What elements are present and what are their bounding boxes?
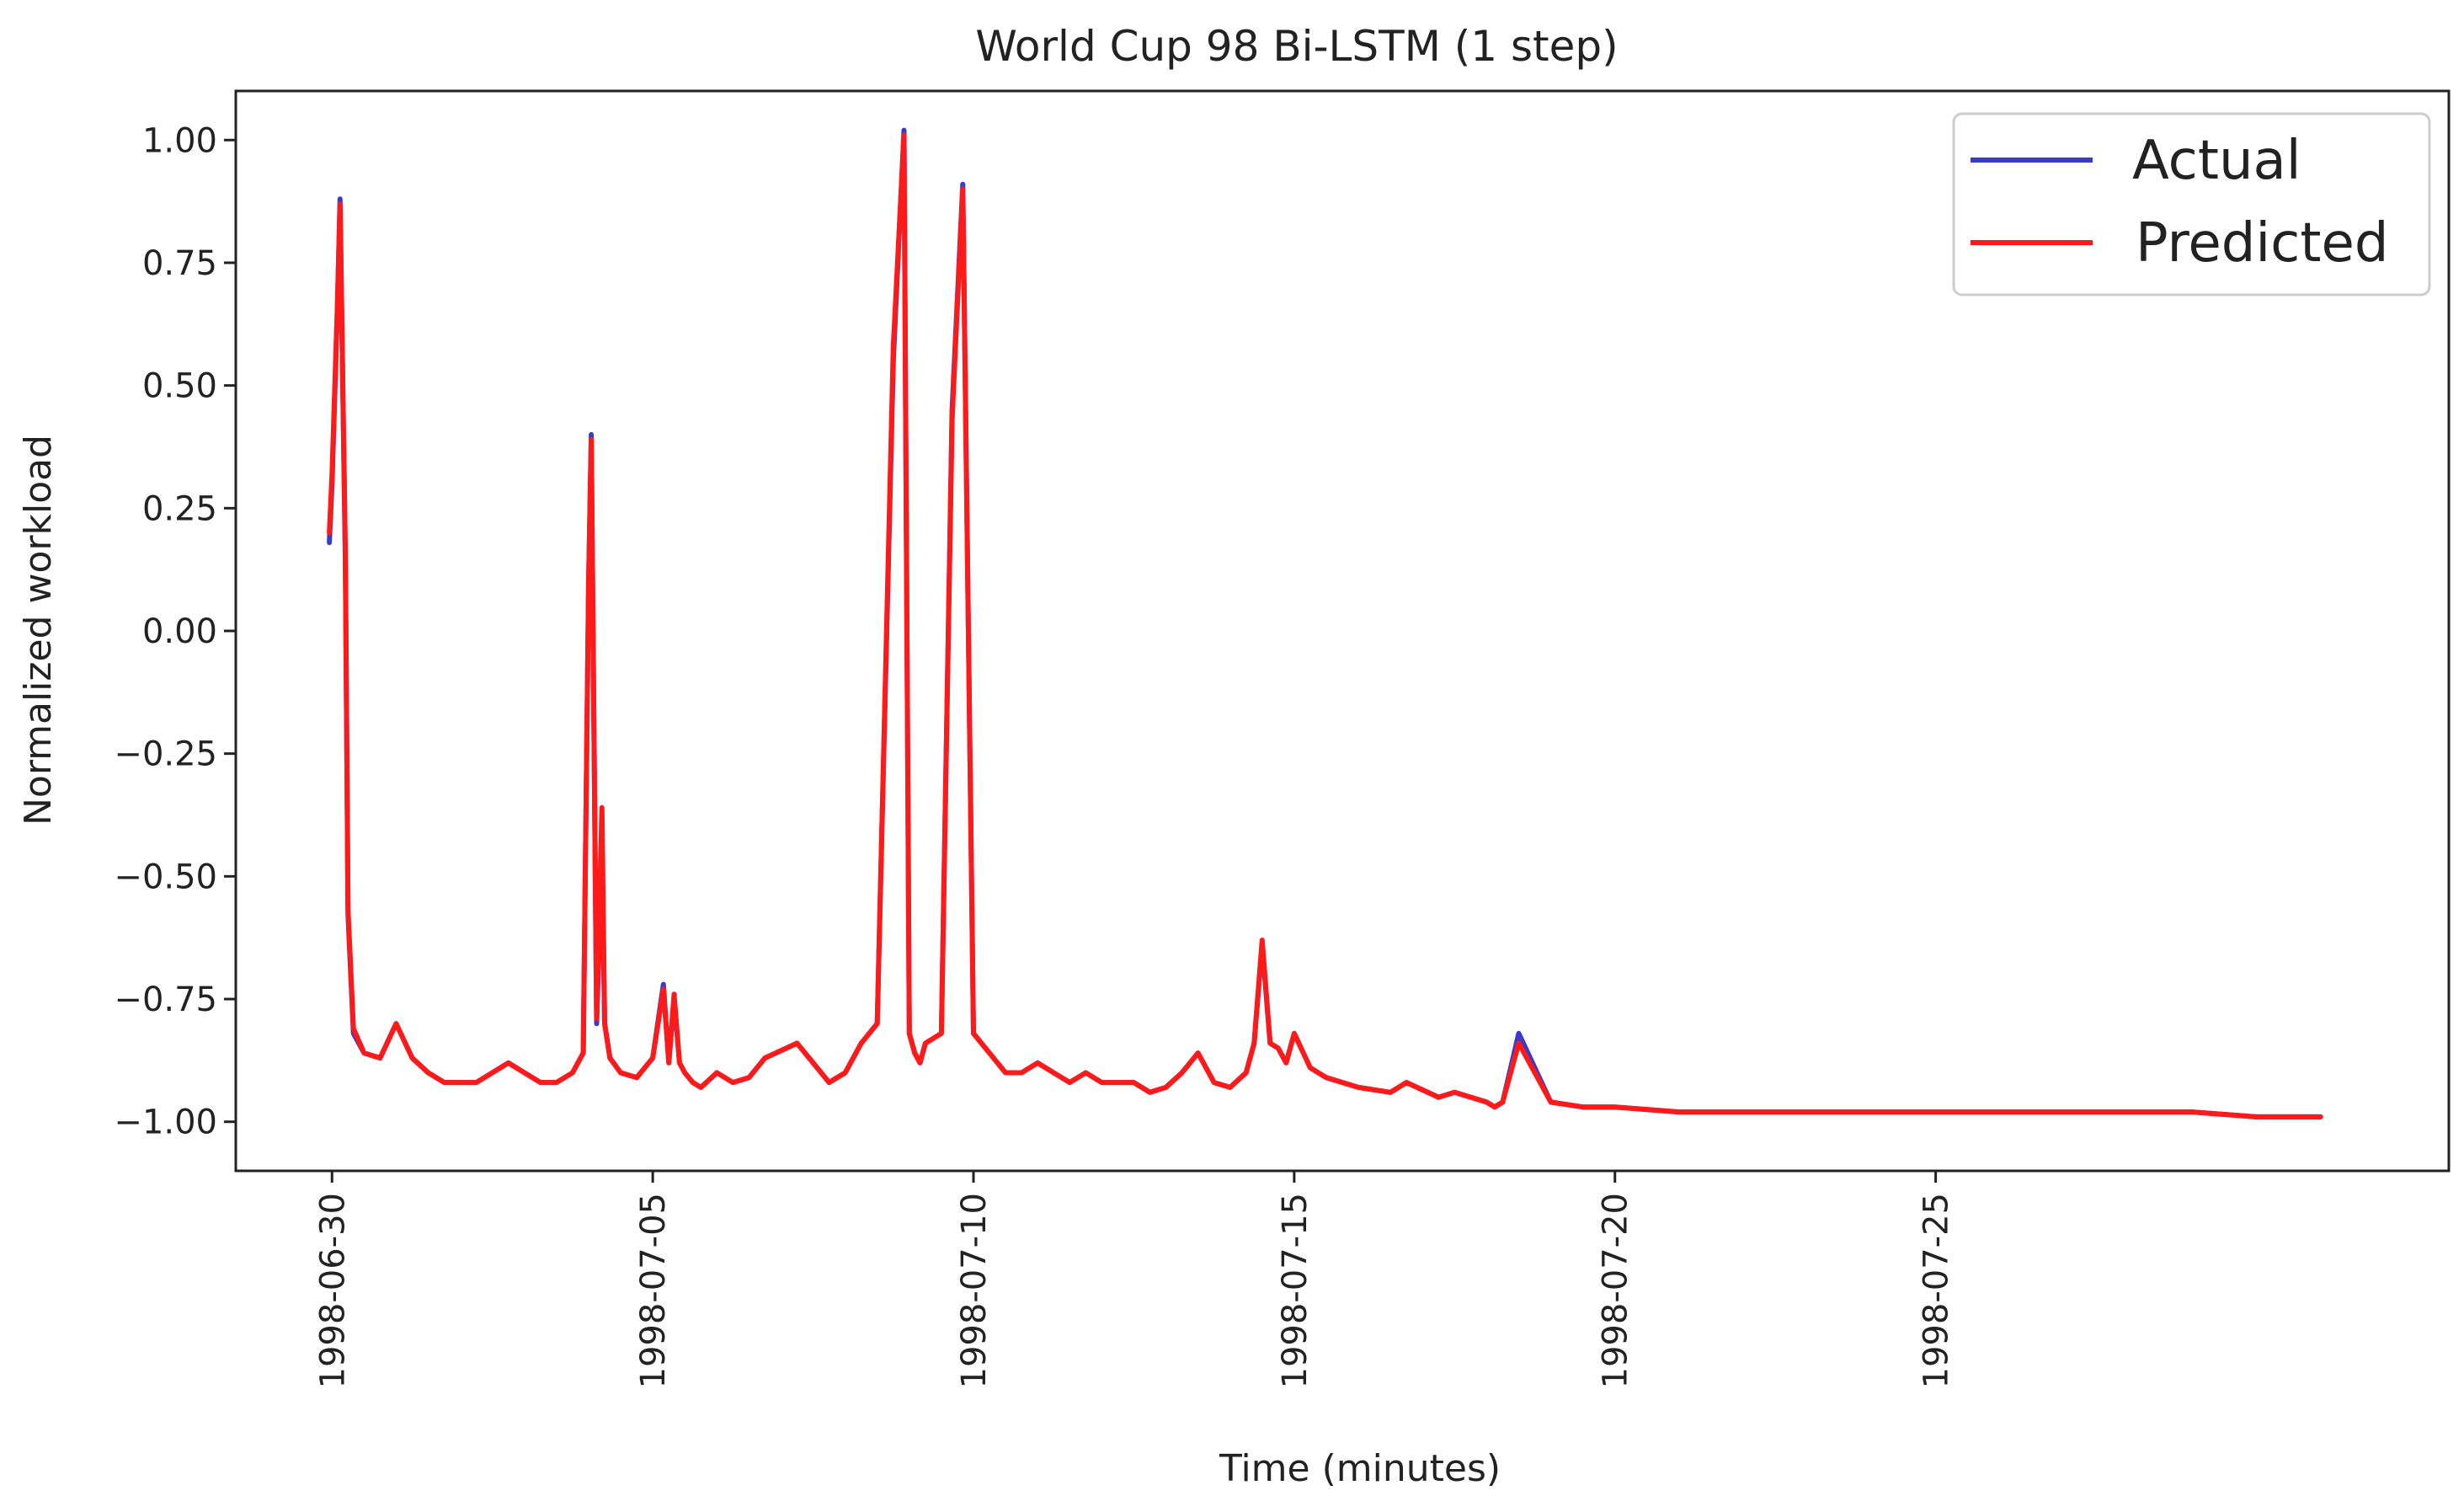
y-tick-label: −0.25 — [114, 735, 217, 774]
y-tick-label: 0.75 — [142, 244, 217, 283]
y-axis-label: Normalized workload — [17, 435, 60, 825]
x-tick-label: 1998-07-05 — [634, 1193, 673, 1388]
y-tick-label: −0.50 — [114, 858, 217, 896]
x-tick-label: 1998-07-25 — [1917, 1193, 1956, 1388]
series-layer — [327, 127, 2323, 1119]
chart-title: World Cup 98 Bi-LSTM (1 step) — [975, 22, 1618, 71]
y-tick-label: 0.25 — [142, 489, 217, 528]
x-axis: 1998-06-30 1998-07-05 1998-07-10 1998-07-15… — [313, 1171, 1956, 1388]
x-axis-label: Time (minutes) — [1219, 1447, 1501, 1490]
y-tick-label: 0.00 — [142, 612, 217, 651]
y-tick-label: −0.75 — [114, 980, 217, 1019]
legend-label-actual: Actual — [2132, 130, 2301, 192]
legend-label-predicted: Predicted — [2136, 212, 2388, 275]
legend: Actual Predicted — [1952, 112, 2431, 297]
y-tick-label: 0.50 — [142, 367, 217, 406]
x-tick-label: 1998-07-20 — [1597, 1193, 1635, 1388]
y-tick-label: 1.00 — [142, 121, 217, 160]
series-line-predicted — [327, 132, 2323, 1119]
y-axis: 1.00 0.75 0.50 0.25 0.00 −0.25 −0.50 −0.75 −1.00 — [114, 121, 236, 1142]
x-tick-label: 1998-07-10 — [955, 1193, 994, 1388]
x-tick-label: 1998-07-15 — [1276, 1193, 1315, 1388]
x-tick-label: 1998-06-30 — [313, 1193, 352, 1388]
y-tick-label: −1.00 — [114, 1103, 217, 1142]
